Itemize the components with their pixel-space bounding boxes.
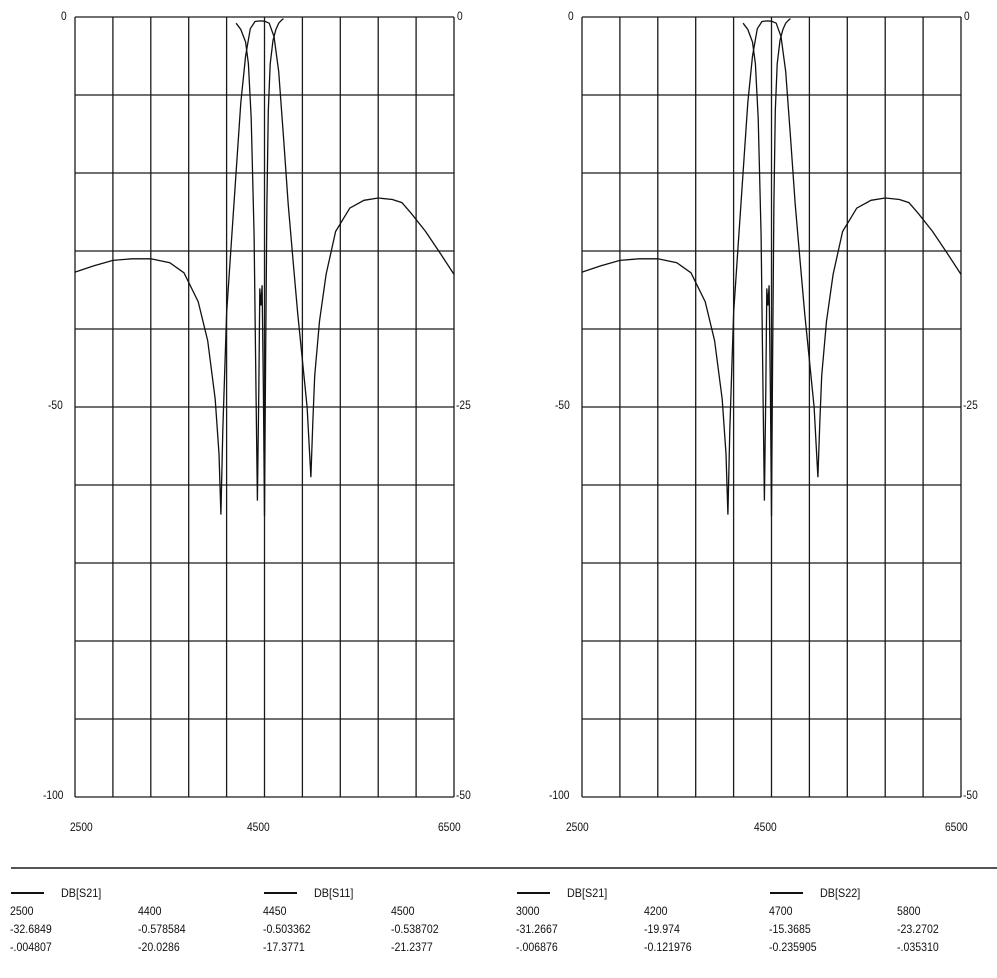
right-plot-left-axis-mid: -50 [555,398,570,412]
right-plot-x-axis-start: 2500 [566,820,589,834]
legend-line-swatch [264,892,297,894]
marker-value-primary: -0.503362 [263,922,311,936]
legend-column: 4450 -0.503362 -17.3771 [263,902,391,956]
marker-frequency: 4700 [769,904,793,918]
marker-value-primary: -0.578584 [138,922,186,936]
marker-value-secondary: -.006876 [516,940,558,954]
right-plot-left-axis-top: 0 [568,9,574,23]
left-plot-left-axis-bottom: -100 [43,788,64,802]
left-plot-right-axis-bottom: -50 [456,788,471,802]
marker-frequency: 4200 [644,904,668,918]
marker-value-secondary: -.004807 [10,940,52,954]
right-plot-x-axis-end: 6500 [945,820,968,834]
legend-block-s22: DB[S22] 4700 -15.3685 -0.235905 5800 -23… [769,884,997,956]
legend-line-swatch [770,892,803,894]
trace-s22-right [742,18,791,517]
marker-frequency: 4400 [138,904,162,918]
marker-value-secondary: -20.0286 [138,940,180,954]
right-plot-right-axis-bottom: -50 [963,788,978,802]
right-plot-left-axis-bottom: -100 [549,788,570,802]
legend-column: 5800 -23.2702 -.035310 [897,902,997,956]
legend-block-s21-left: DB[S21] 2500 -32.6849 -.004807 4400 -0.5… [10,884,266,956]
marker-value-secondary: -.035310 [897,940,939,954]
right-plot-right-axis-mid: -25 [963,398,978,412]
left-plot-right-axis-mid: -25 [456,398,471,412]
legend-title: DB[S22] [820,886,861,900]
marker-frequency: 2500 [10,904,34,918]
legend-block-s11: DB[S11] 4450 -0.503362 -17.3771 4500 -0.… [263,884,519,956]
marker-value-primary: -31.2667 [516,922,558,936]
marker-value-secondary: -21.2377 [391,940,433,954]
left-plot-x-axis-end: 6500 [438,820,461,834]
grid-left [74,16,455,798]
legend-title: DB[S21] [61,886,102,900]
marker-value-primary: -32.6849 [10,922,52,936]
legend-column: 4700 -15.3685 -0.235905 [769,902,897,956]
marker-frequency: 5800 [897,904,921,918]
marker-value-secondary: -17.3771 [263,940,305,954]
legend-line-swatch [11,892,44,894]
legend-divider [11,867,997,869]
legend-column: 4400 -0.578584 -20.0286 [138,902,266,956]
legend-column: 3000 -31.2667 -.006876 [516,902,644,956]
legend-column: 4200 -19.974 -0.121976 [644,902,772,956]
left-plot-left-axis-top: 0 [61,9,67,23]
marker-frequency: 4500 [391,904,415,918]
left-plot-right-axis-top: 0 [457,9,463,23]
legend-line-swatch [517,892,550,894]
legend-title: DB[S11] [314,886,354,900]
marker-frequency: 3000 [516,904,540,918]
legend-title: DB[S21] [567,886,608,900]
left-plot-x-axis-start: 2500 [70,820,93,834]
marker-value-secondary: -0.235905 [769,940,817,954]
right-plot-x-axis-mid: 4500 [754,820,777,834]
marker-value-secondary: -0.121976 [644,940,692,954]
trace-s21-right [581,20,962,515]
marker-frequency: 4450 [263,904,287,918]
right-plot-right-axis-top: 0 [964,9,970,23]
marker-value-primary: -19.974 [644,922,680,936]
marker-value-primary: -15.3685 [769,922,811,936]
marker-value-primary: -0.538702 [391,922,439,936]
legend-column: 4500 -0.538702 -21.2377 [391,902,519,956]
trace-s21-left [74,20,455,515]
trace-s11-left [235,18,284,517]
grid-right [581,16,962,798]
marker-value-primary: -23.2702 [897,922,939,936]
left-plot-left-axis-mid: -50 [48,398,63,412]
left-plot-x-axis-mid: 4500 [247,820,270,834]
legend-column: 2500 -32.6849 -.004807 [10,902,138,956]
legend-block-s21-right: DB[S21] 3000 -31.2667 -.006876 4200 -19.… [516,884,772,956]
